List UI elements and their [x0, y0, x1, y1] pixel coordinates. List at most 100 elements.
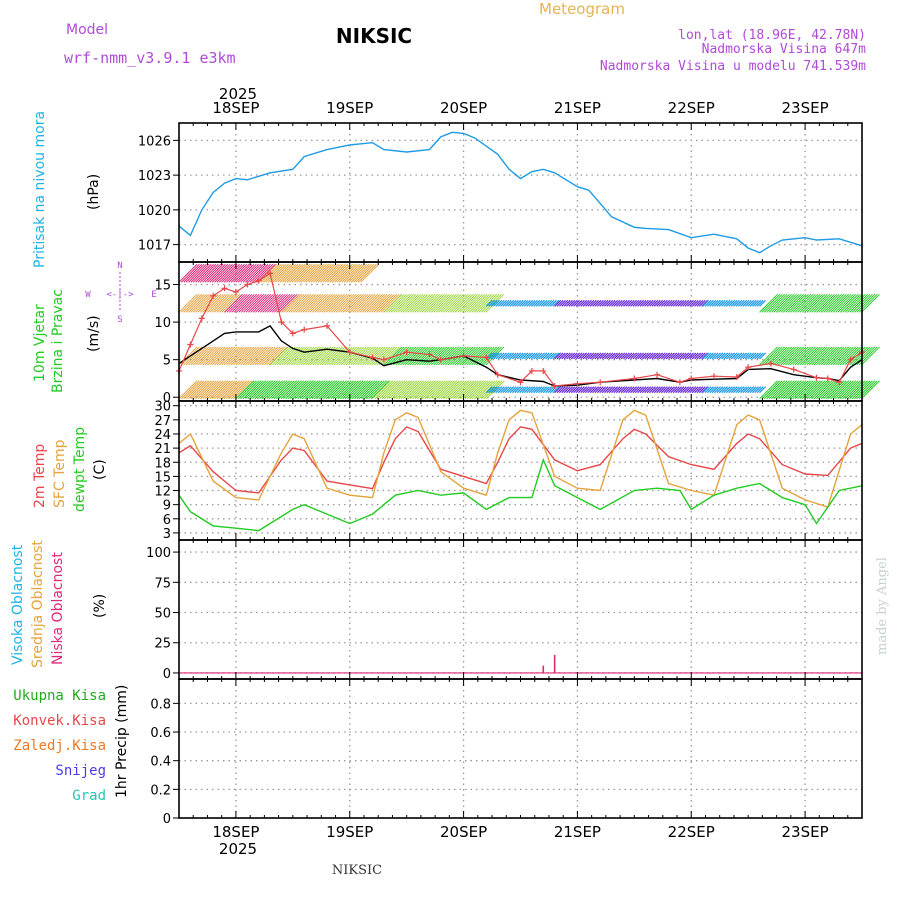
wind-barb [813, 380, 833, 400]
wind-barb [507, 352, 515, 360]
wind-barb [706, 299, 714, 307]
wind-barb [570, 299, 578, 307]
wind-barb [563, 386, 571, 394]
grid-lines [179, 123, 862, 819]
wind-barb [714, 386, 721, 394]
wind-barb [338, 346, 358, 366]
gust-point [369, 354, 376, 361]
wind-barb-band [485, 299, 560, 307]
wind-barb [839, 293, 859, 313]
wind-barb [245, 263, 264, 283]
wind-barb-band [235, 380, 390, 400]
gust-point [301, 326, 308, 333]
legend-convective-rain: Konvek.Kisa [13, 713, 106, 729]
wind-barb [209, 263, 229, 283]
wind-barb [818, 293, 838, 313]
wind-barb [290, 380, 309, 400]
wind-barb [249, 380, 269, 400]
wind-barb [618, 386, 626, 394]
wind-barb-band [485, 352, 560, 360]
gust-point [790, 366, 797, 373]
wind-barb [665, 352, 673, 360]
gust-point [551, 382, 558, 389]
wind-barb-band [702, 299, 766, 307]
wind-barb [623, 299, 630, 307]
wind-barb [694, 299, 701, 307]
wind-barb [618, 299, 626, 307]
wind-barb [452, 293, 472, 313]
wind-barb [735, 299, 743, 307]
wind-barb [849, 293, 869, 313]
wind-barb [242, 380, 262, 400]
wind-barb [675, 352, 683, 360]
wind-barb [573, 352, 581, 360]
wind-barb [285, 293, 305, 313]
wind-barb [350, 263, 370, 283]
wind-barb [383, 293, 403, 313]
gust-point [528, 367, 535, 374]
wind-barb [504, 299, 512, 307]
wind-barb [620, 352, 628, 360]
wind-barb [761, 293, 781, 313]
wind-barb [409, 293, 429, 313]
wind-barb [542, 352, 550, 360]
wind-barb [725, 352, 733, 360]
wind-barb [380, 293, 400, 313]
wind-barb [277, 263, 297, 283]
wind-barb [533, 299, 541, 307]
wind-barb [270, 263, 289, 283]
wind-barb [216, 380, 236, 400]
wind-barb [568, 299, 576, 307]
wind-barb [384, 380, 403, 400]
wind-barb [691, 299, 699, 307]
wind-barb [228, 293, 248, 313]
wind-barb [646, 352, 654, 360]
wind-barb [625, 299, 633, 307]
wind-barb [295, 346, 315, 366]
wind-unit: (m/s) [86, 315, 102, 352]
gust-point [380, 356, 387, 363]
wind-barb [354, 293, 374, 313]
wind-barb [552, 352, 560, 360]
wind-barb [417, 380, 436, 400]
wind-barb [698, 352, 706, 360]
wind-barb [319, 263, 339, 283]
wind-barb [632, 299, 640, 307]
wind-barb [279, 263, 299, 283]
wind-barb [488, 299, 496, 307]
gust-point [255, 277, 262, 284]
wind-barb [519, 386, 526, 394]
gust-point [483, 354, 490, 361]
wind-barb [806, 293, 826, 313]
y-tick-label: 18 [154, 456, 171, 471]
wind-barb [599, 352, 607, 360]
wind-barb [252, 346, 271, 366]
y-tick-label: 24 [154, 428, 171, 443]
wind-barb [211, 263, 231, 283]
wind-barb [286, 346, 306, 366]
wind-barb [264, 293, 284, 313]
wind-barb [804, 346, 823, 366]
wind-barb [464, 346, 483, 366]
wind-barb [682, 352, 690, 360]
wind-barb [207, 380, 226, 400]
wind-barb [259, 380, 278, 400]
wind-barb [799, 293, 819, 313]
wind-barb [356, 293, 376, 313]
wind-barb [269, 346, 289, 366]
wind-barb [790, 346, 809, 366]
wind-barb [290, 293, 310, 313]
wind-barb [388, 380, 408, 400]
wind-barb [587, 352, 595, 360]
wind-barb [761, 380, 781, 400]
wind-barb [333, 346, 353, 366]
wind-barb [272, 346, 291, 366]
wind-barb [849, 346, 869, 366]
wind-barb [457, 293, 476, 313]
wind-barb [535, 299, 543, 307]
wind-barb [540, 299, 548, 307]
wind-barb [733, 299, 740, 307]
wind-barb [761, 346, 781, 366]
wind-barb [613, 386, 621, 394]
wind-barb [278, 293, 298, 313]
